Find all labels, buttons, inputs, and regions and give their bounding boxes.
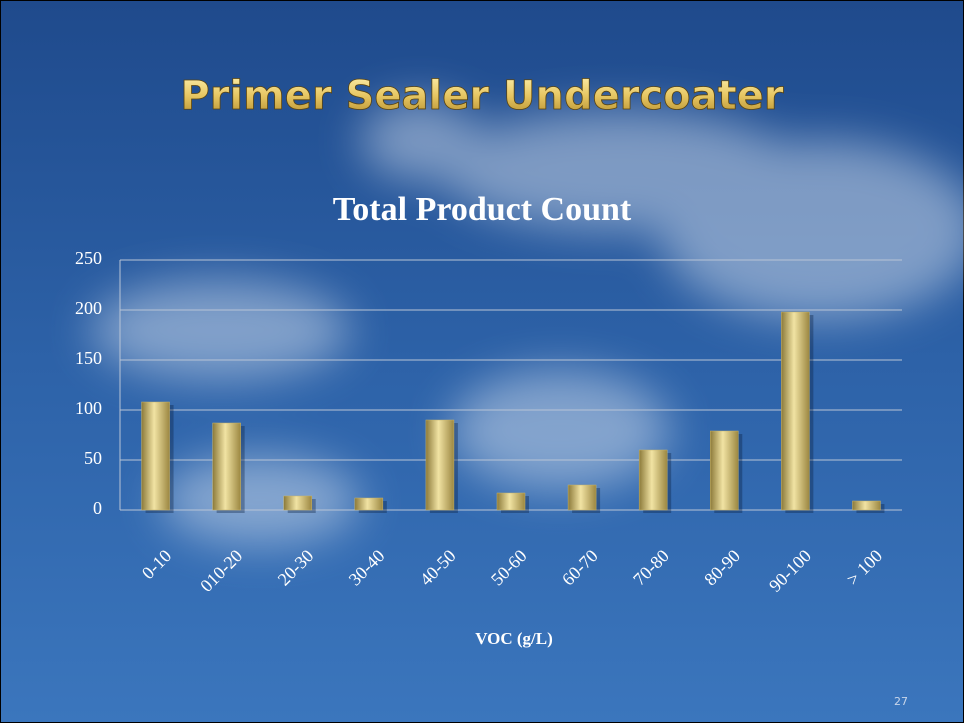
bar [141, 401, 170, 511]
y-tick-label: 250 [75, 248, 102, 268]
y-tick-label: 200 [75, 298, 102, 318]
bar [496, 492, 526, 511]
bar [710, 430, 739, 511]
bar [852, 500, 881, 511]
chart-title: Total Product Count [333, 191, 632, 228]
y-tick-label: 0 [93, 498, 102, 518]
page-number: 27 [894, 695, 908, 708]
bar [425, 419, 455, 511]
x-axis-label: VOC (g/L) [475, 629, 553, 648]
bar [567, 484, 597, 511]
y-tick-label: 100 [75, 398, 102, 418]
y-tick-label: 150 [75, 348, 102, 368]
bar [354, 497, 384, 511]
bar [638, 449, 668, 511]
slide-title: Primer Sealer Undercoater [180, 73, 784, 119]
bar [781, 311, 810, 511]
bar [212, 422, 241, 511]
clouds [90, 100, 964, 545]
bar [283, 495, 312, 511]
y-tick-label: 50 [84, 448, 102, 468]
